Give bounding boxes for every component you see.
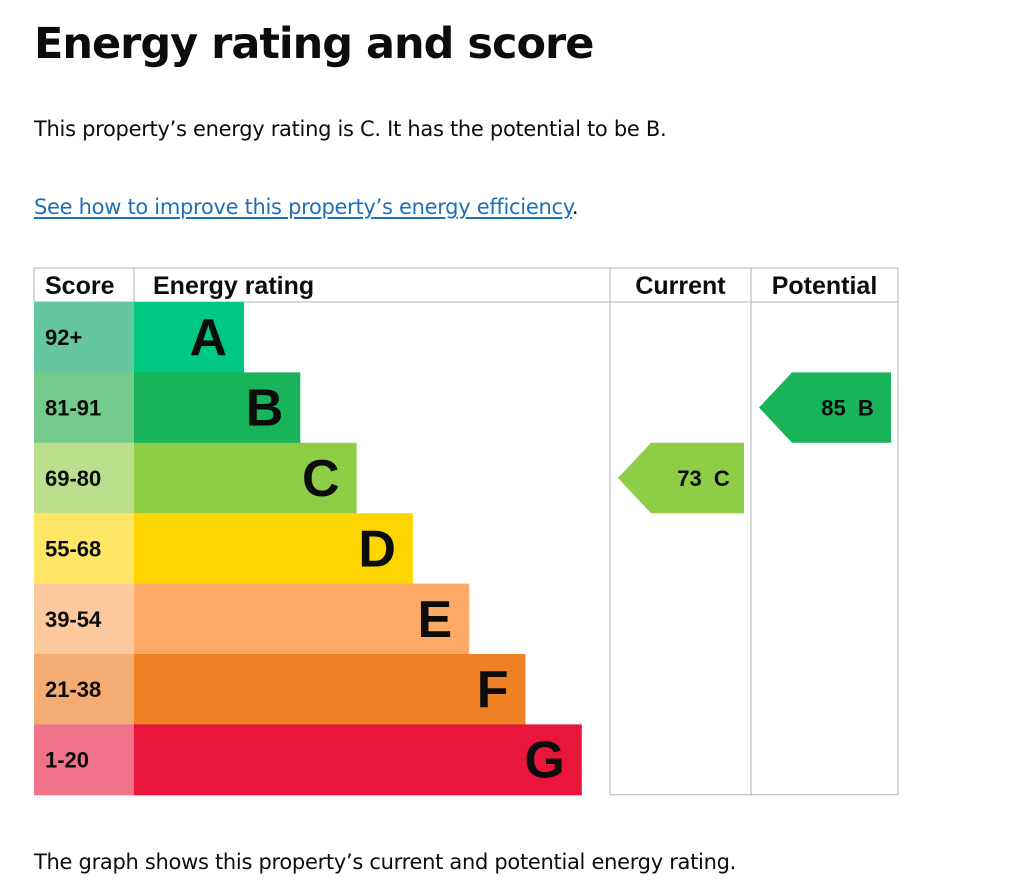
improve-suffix: . — [571, 195, 579, 219]
score-cell-e — [34, 583, 134, 655]
rating-letter-b: B — [246, 380, 284, 438]
rating-bar-d — [134, 513, 413, 585]
score-cell-a — [34, 302, 134, 373]
column-header-potential: Potential — [772, 272, 878, 300]
score-range-f: 21-38 — [45, 677, 101, 702]
rating-letter-a: A — [189, 309, 227, 367]
rating-letter-e: E — [418, 591, 453, 649]
rating-bar-g — [134, 724, 582, 796]
score-range-g: 1-20 — [45, 748, 89, 773]
rating-summary: This property’s energy rating is C. It h… — [34, 117, 667, 141]
rating-bar-f — [134, 654, 526, 725]
rating-bar-a — [134, 302, 244, 373]
score-cell-f — [34, 654, 134, 725]
column-header-current: Current — [635, 272, 726, 300]
score-range-b: 81-91 — [45, 396, 101, 421]
rating-letter-c: C — [302, 450, 340, 508]
score-cell-g — [34, 724, 134, 796]
rating-bar-c — [134, 442, 357, 514]
rating-letter-d: D — [358, 520, 396, 578]
column-header-score: Score — [45, 272, 115, 300]
score-range-a: 92+ — [45, 325, 82, 350]
score-cell-d — [34, 513, 134, 585]
score-range-c: 69-80 — [45, 466, 101, 491]
score-cell-c — [34, 442, 134, 514]
rating-letter-f: F — [477, 661, 509, 719]
column-header-energy-rating: Energy rating — [153, 272, 314, 300]
potential-rating-arrow — [759, 372, 891, 443]
current-rating-label: 73 C — [677, 466, 730, 491]
rating-bar-b — [134, 372, 301, 444]
graph-description: The graph shows this property’s current … — [34, 850, 736, 874]
score-range-e: 39-54 — [45, 607, 102, 632]
score-cell-b — [34, 372, 134, 444]
potential-rating-label: 85 B — [821, 396, 873, 421]
current-rating-arrow — [618, 442, 744, 514]
improve-paragraph: See how to improve this property’s energ… — [34, 192, 579, 222]
rating-letter-g: G — [524, 732, 564, 790]
score-range-d: 55-68 — [45, 536, 101, 561]
page-title: Energy rating and score — [34, 19, 594, 69]
improve-efficiency-link[interactable]: See how to improve this property’s energ… — [34, 195, 572, 219]
rating-bar-e — [134, 583, 470, 655]
